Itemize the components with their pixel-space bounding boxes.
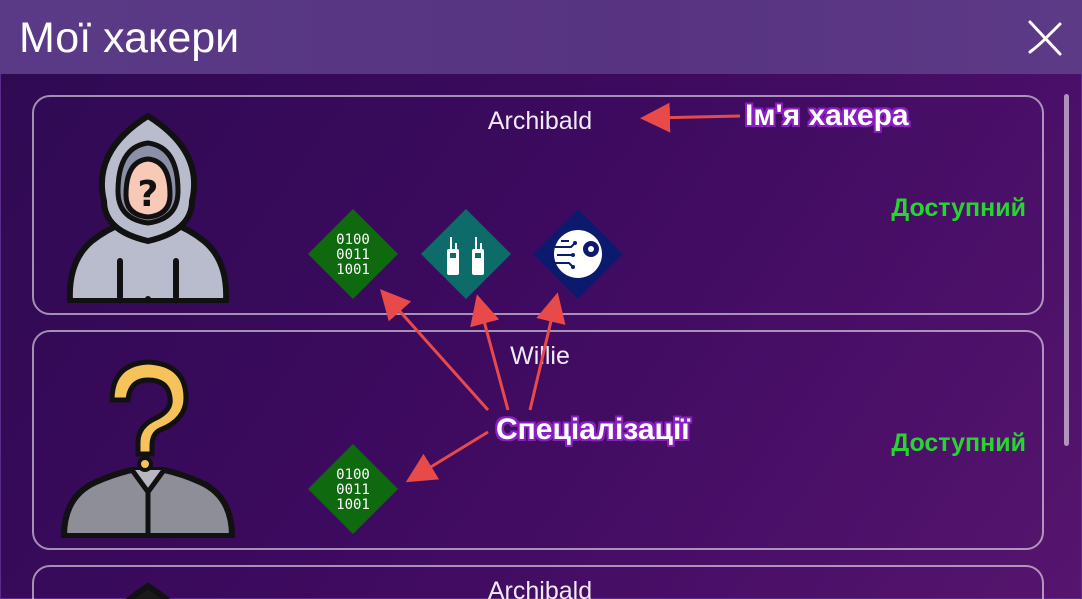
hooded-hacker-icon xyxy=(125,582,171,599)
binary-code-icon[interactable]: 0100 0011 1001 xyxy=(306,442,400,536)
hacker-list: ? Archibald Доступний 0100 0011 1001 xyxy=(0,74,1082,599)
cyber-eye-icon[interactable] xyxy=(531,207,625,301)
svg-text:?: ? xyxy=(138,174,159,215)
walkie-talkie-icon[interactable] xyxy=(419,207,513,301)
hacker-name: Willie xyxy=(510,342,570,370)
status-badge: Доступний xyxy=(891,429,1026,457)
svg-text:0011: 0011 xyxy=(336,247,370,263)
hacker-card[interactable]: Archibald xyxy=(32,565,1044,599)
svg-text:1001: 1001 xyxy=(336,497,370,513)
close-icon[interactable] xyxy=(1024,18,1064,58)
page-title: Мої хакери xyxy=(19,14,240,62)
hooded-hacker-icon: ? xyxy=(66,112,230,303)
status-badge: Доступний xyxy=(891,194,1026,222)
annotation-spec-label: Спеціалізації xyxy=(496,413,690,446)
binary-code-icon[interactable]: 0100 0011 1001 xyxy=(306,207,400,301)
svg-text:0100: 0100 xyxy=(336,232,370,248)
unknown-person-icon xyxy=(60,359,236,538)
annotation-name-label: Ім'я хакера xyxy=(745,99,909,132)
hacker-card[interactable]: Willie Доступний 0100 0011 1001 xyxy=(32,330,1044,550)
scrollbar[interactable] xyxy=(1064,94,1069,446)
svg-text:1001: 1001 xyxy=(336,262,370,278)
svg-text:0100: 0100 xyxy=(336,467,370,483)
window-header: Мої хакери xyxy=(0,0,1082,74)
hacker-name: Archibald xyxy=(487,107,593,135)
svg-text:0011: 0011 xyxy=(336,482,370,498)
hacker-name: Archibald xyxy=(487,577,593,599)
